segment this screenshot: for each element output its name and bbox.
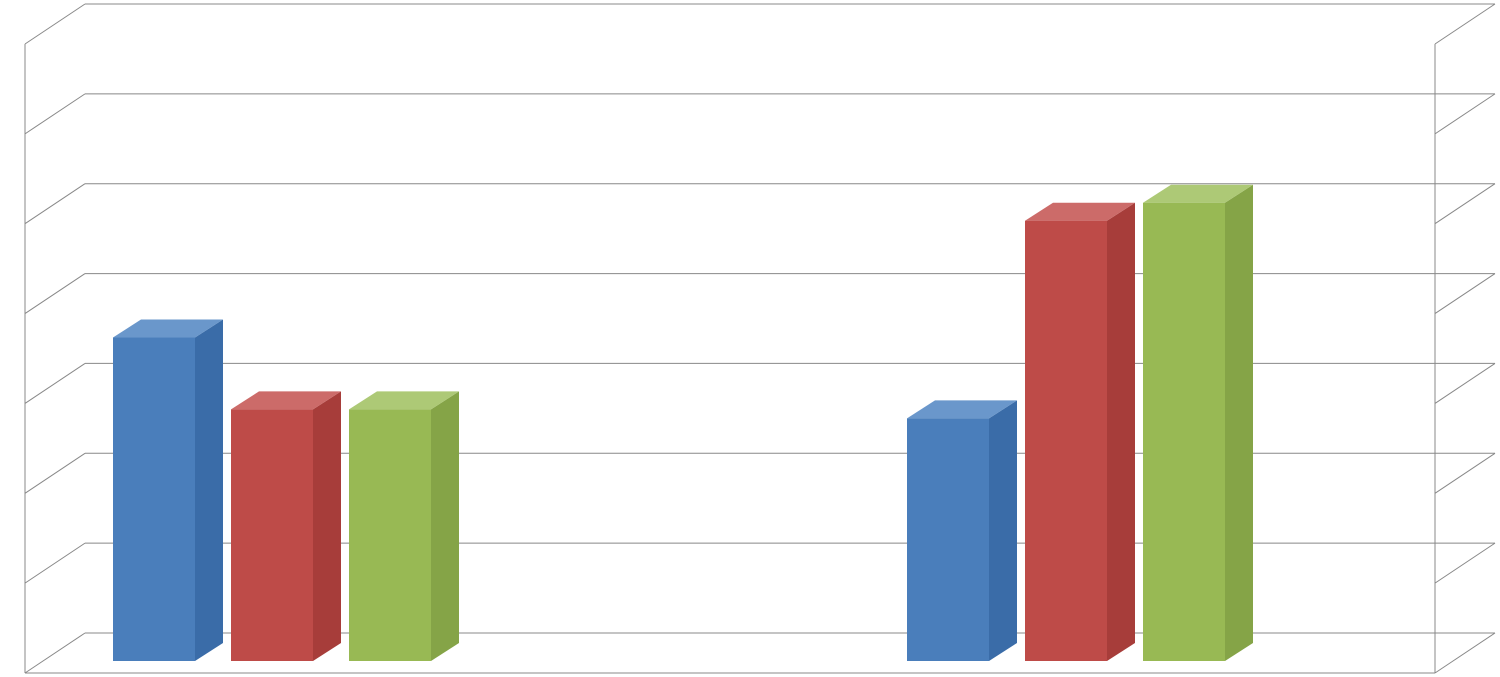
bar-front	[231, 409, 313, 661]
bar-front	[1143, 203, 1225, 661]
bar-side	[989, 400, 1017, 661]
bar-side	[313, 391, 341, 661]
bar-side	[1107, 203, 1135, 661]
bar-front	[349, 409, 431, 661]
bar-front	[113, 338, 195, 661]
bar-side	[195, 320, 223, 661]
bar-side	[431, 391, 459, 661]
bar-side	[1225, 185, 1253, 661]
bar-chart-3d	[0, 0, 1500, 677]
bar-front	[907, 418, 989, 661]
bar-front	[1025, 221, 1107, 661]
bars	[113, 68, 1500, 661]
